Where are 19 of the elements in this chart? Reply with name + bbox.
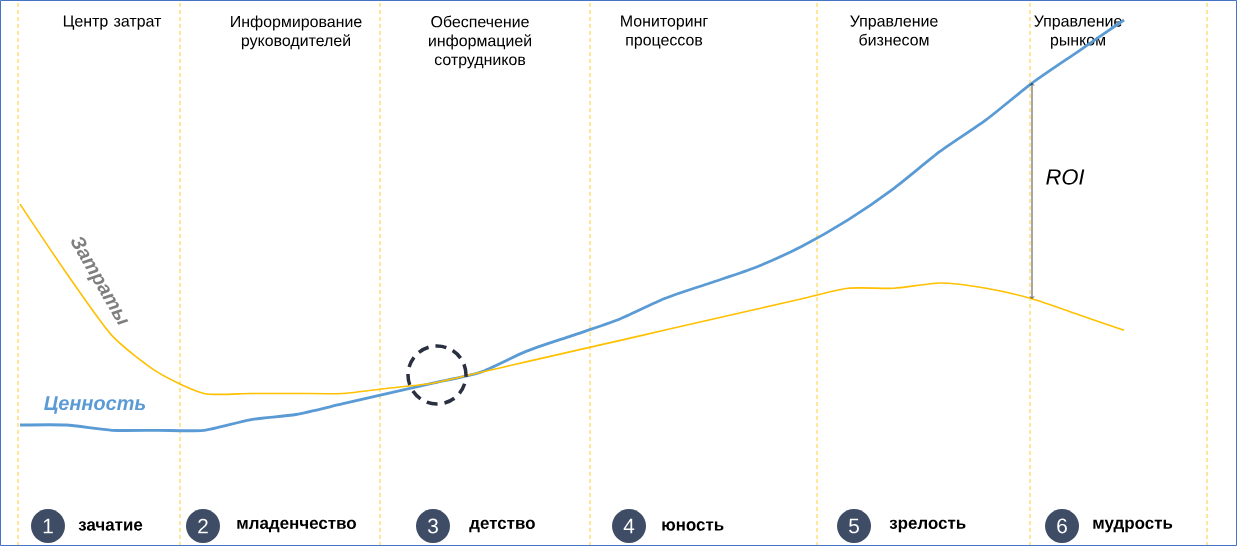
annotation: зачатие <box>78 521 143 531</box>
annotation: 6 <box>1057 518 1067 534</box>
annotation: зрелость <box>889 519 966 533</box>
annotation: младенчество <box>237 519 356 533</box>
annotation: 3 <box>427 518 438 534</box>
x-tick-label: Информирование руководителей <box>231 15 362 50</box>
annotation: детство <box>469 519 535 533</box>
x-tick-label: Центр затрат <box>63 15 162 30</box>
x-tick-label: Мониторинг процессов <box>621 15 708 49</box>
x-tick-label: Обеспечение информацией сотрудников <box>429 15 532 69</box>
series-label: Ценность <box>44 396 146 414</box>
annotation: 1 <box>43 518 53 534</box>
annotation: 5 <box>849 518 859 534</box>
annotation: ROI <box>1046 169 1085 185</box>
annotation: мудрость <box>1093 519 1173 533</box>
annotation: 2 <box>198 518 208 534</box>
annotation: юность <box>662 521 724 531</box>
annotation: 4 <box>623 518 635 534</box>
x-tick-label: Управление бизнесом <box>850 15 938 46</box>
